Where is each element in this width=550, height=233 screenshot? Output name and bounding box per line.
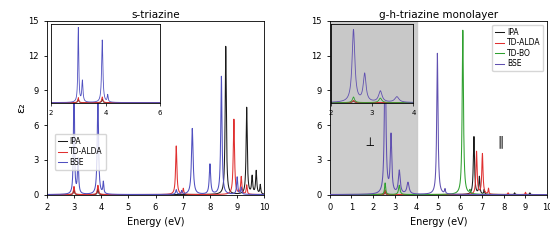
- TD-BO: [465, 189, 471, 192]
- IPA: [499, 193, 506, 196]
- IPA: [261, 193, 268, 195]
- TD-ALDA: [54, 193, 61, 196]
- Line: IPA: IPA: [329, 137, 547, 195]
- IPA: [172, 193, 179, 196]
- Line: TD-BO: TD-BO: [329, 30, 547, 195]
- IPA: [471, 135, 477, 138]
- IPA: [182, 193, 188, 196]
- IPA: [544, 193, 550, 196]
- BSE: [172, 191, 179, 193]
- Line: TD-ALDA: TD-ALDA: [329, 151, 547, 195]
- BSE: [544, 193, 550, 196]
- BSE: [455, 193, 462, 196]
- IPA: [326, 193, 333, 196]
- Title: s-triazine: s-triazine: [131, 10, 180, 20]
- BSE: [43, 193, 50, 196]
- BSE: [205, 188, 211, 190]
- TD-ALDA: [182, 192, 188, 195]
- BSE: [182, 192, 188, 195]
- BSE: [405, 182, 412, 185]
- Line: IPA: IPA: [47, 46, 265, 195]
- TD-ALDA: [172, 168, 179, 171]
- TD-BO: [459, 29, 466, 32]
- TD-ALDA: [465, 193, 471, 195]
- BSE: [382, 41, 388, 44]
- TD-BO: [544, 193, 550, 196]
- IPA: [122, 193, 129, 196]
- BSE: [261, 193, 268, 196]
- Line: BSE: BSE: [329, 43, 547, 195]
- BSE: [326, 193, 333, 196]
- TD-ALDA: [122, 193, 129, 196]
- BSE: [70, 71, 77, 73]
- TD-ALDA: [261, 193, 268, 196]
- TD-ALDA: [205, 193, 211, 196]
- Text: $\parallel$: $\parallel$: [495, 134, 504, 151]
- IPA: [216, 191, 223, 194]
- BSE: [488, 193, 494, 196]
- TD-BO: [405, 193, 412, 196]
- IPA: [405, 193, 412, 196]
- TD-ALDA: [337, 193, 344, 196]
- BSE: [54, 193, 61, 196]
- IPA: [222, 45, 229, 48]
- Line: TD-ALDA: TD-ALDA: [47, 119, 265, 195]
- TD-ALDA: [499, 193, 506, 196]
- Legend: IPA, TD-ALDA, TD-BO, BSE: IPA, TD-ALDA, TD-BO, BSE: [492, 25, 543, 72]
- IPA: [465, 192, 471, 195]
- BSE: [122, 193, 129, 196]
- Text: $\perp$: $\perp$: [362, 136, 375, 149]
- TD-BO: [499, 193, 506, 196]
- TD-ALDA: [230, 118, 237, 120]
- BSE: [499, 193, 506, 196]
- TD-ALDA: [405, 193, 412, 196]
- TD-ALDA: [455, 193, 461, 196]
- TD-ALDA: [488, 193, 494, 195]
- IPA: [54, 193, 61, 196]
- TD-ALDA: [43, 193, 50, 196]
- IPA: [43, 193, 50, 196]
- IPA: [488, 193, 494, 196]
- IPA: [205, 193, 211, 196]
- Bar: [329, 21, 417, 195]
- BSE: [465, 193, 471, 196]
- TD-BO: [455, 188, 461, 191]
- TD-ALDA: [473, 150, 480, 153]
- Title: g-h-triazine monolayer: g-h-triazine monolayer: [379, 10, 498, 20]
- TD-ALDA: [326, 193, 333, 196]
- X-axis label: Energy (eV): Energy (eV): [410, 217, 467, 227]
- TD-BO: [337, 193, 344, 196]
- TD-ALDA: [544, 193, 550, 196]
- IPA: [455, 193, 461, 196]
- TD-BO: [488, 193, 494, 196]
- Legend: IPA, TD-ALDA, BSE: IPA, TD-ALDA, BSE: [55, 134, 106, 170]
- Y-axis label: ε₂: ε₂: [16, 103, 26, 113]
- X-axis label: Energy (eV): Energy (eV): [127, 217, 184, 227]
- TD-BO: [326, 193, 333, 196]
- Line: BSE: BSE: [47, 72, 265, 195]
- IPA: [337, 193, 344, 196]
- TD-ALDA: [216, 193, 223, 196]
- BSE: [337, 193, 344, 196]
- BSE: [216, 173, 223, 176]
